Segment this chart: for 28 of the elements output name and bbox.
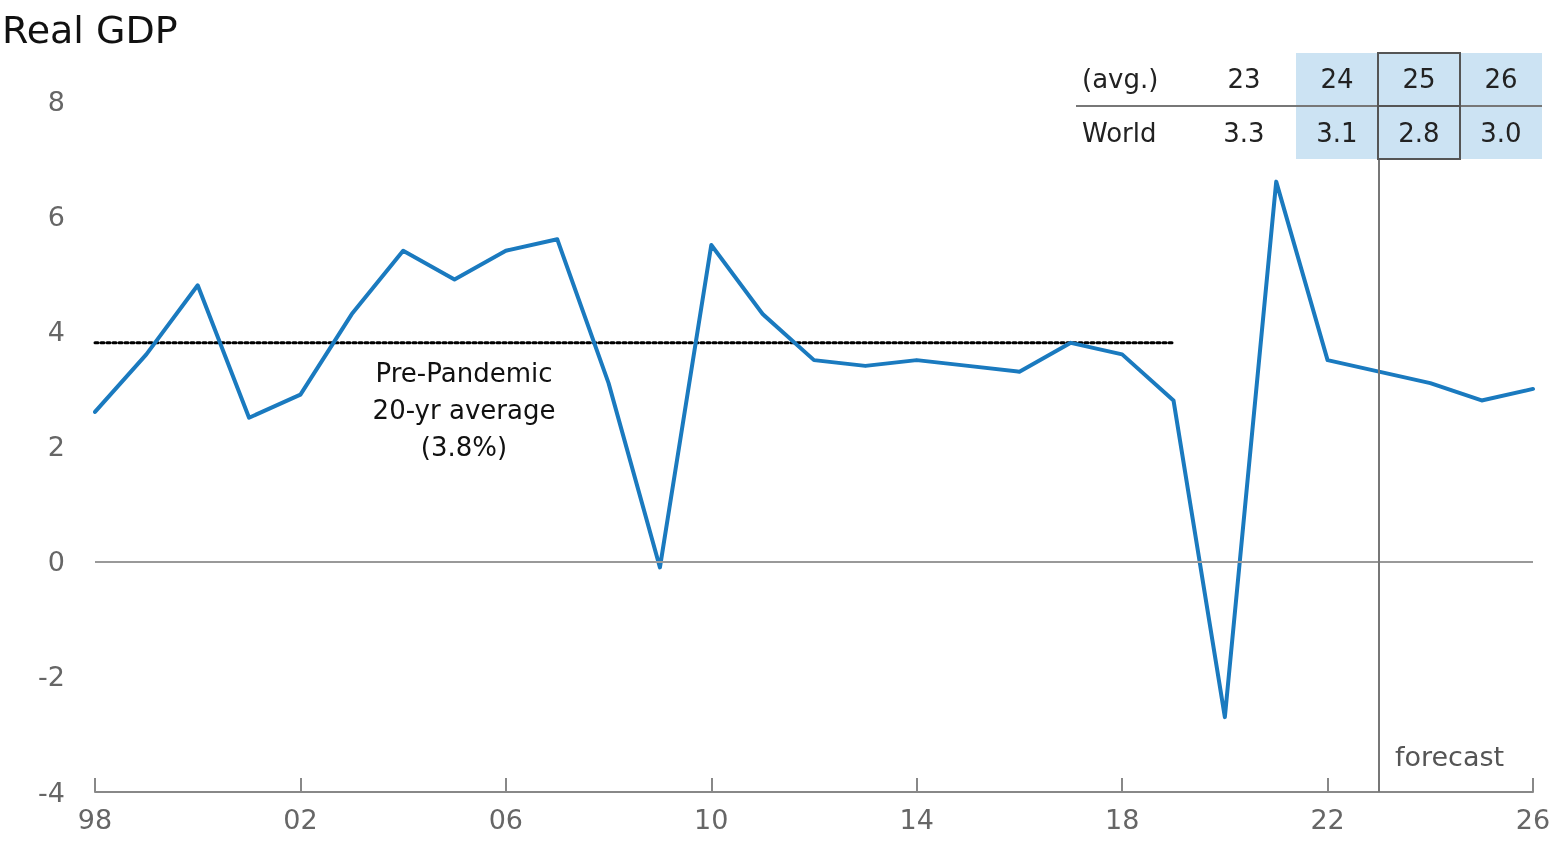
x-tick-label: 14	[899, 804, 934, 835]
annotation: 3.0	[1460, 106, 1542, 159]
x-tick-label: 22	[1310, 804, 1345, 835]
y-tick-label: 2	[47, 431, 65, 462]
annotation: 2.8	[1378, 106, 1460, 159]
y-tick-label: -4	[38, 776, 65, 808]
y-tick-label: 0	[47, 546, 65, 578]
x-tick-label: 02	[283, 804, 318, 835]
x-tick-label: 18	[1104, 804, 1140, 835]
x-tick-label: 98	[77, 804, 113, 835]
annotation: 3.1	[1296, 106, 1378, 159]
y-tick-label: 6	[47, 200, 65, 232]
x-tick-label: 10	[694, 804, 729, 835]
ref-line-label: forecast	[1394, 741, 1505, 772]
annotation: 3.3	[1222, 117, 1266, 150]
annotation: World	[1081, 117, 1158, 150]
text: 26	[1460, 53, 1542, 106]
chart-title: Real GDP	[2, 8, 178, 52]
text: 25	[1378, 53, 1460, 106]
annotation: Pre-Pandemic 20-yr average (3.8%)	[372, 358, 556, 462]
y-tick-label: 8	[47, 85, 65, 117]
text: 23	[1192, 53, 1296, 106]
x-tick-label: 26	[1515, 804, 1551, 835]
text: (avg.)	[1076, 53, 1192, 106]
y-tick-label: -2	[38, 661, 65, 693]
text: 24	[1296, 53, 1378, 106]
x-tick-label: 06	[488, 804, 524, 835]
y-tick-label: 4	[47, 315, 65, 347]
